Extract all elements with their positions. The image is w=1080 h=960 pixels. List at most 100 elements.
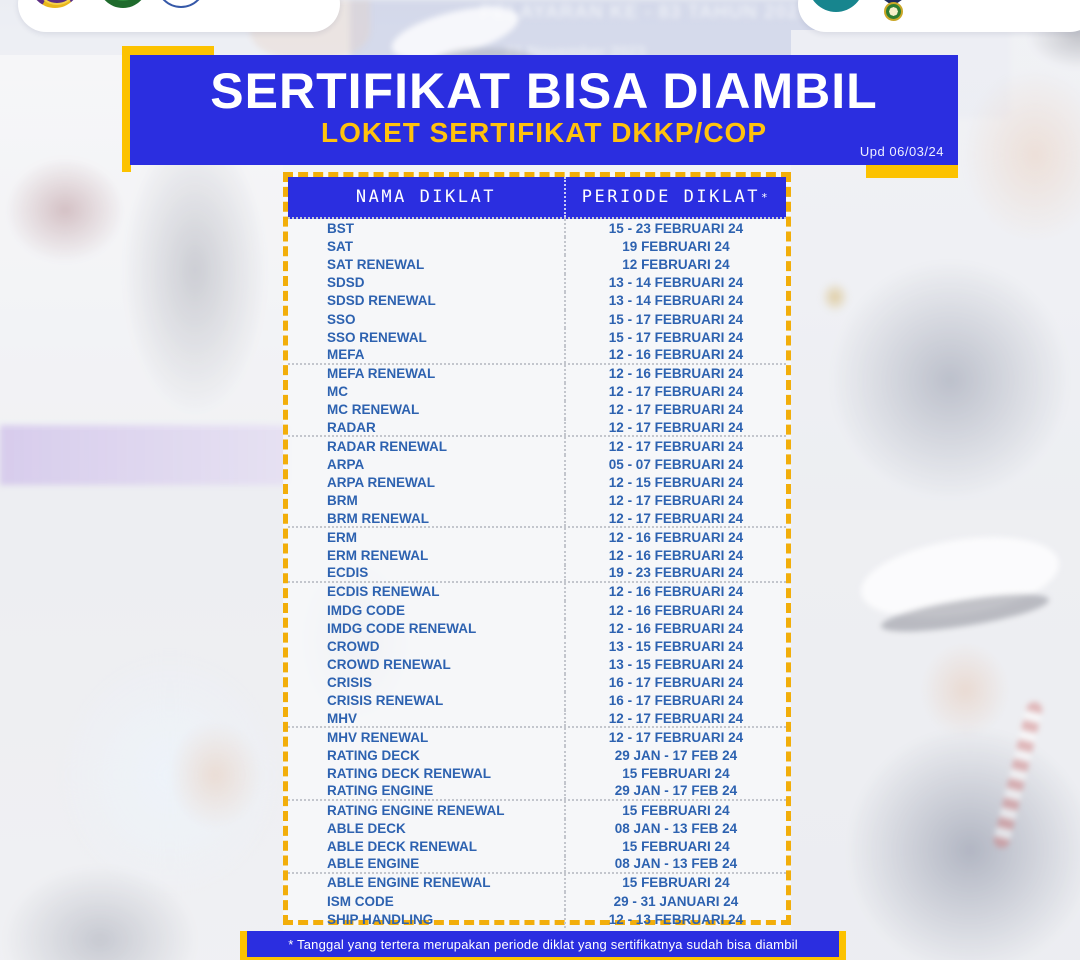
table-row: ARPA 05 - 07 FEBRUARI 24 bbox=[288, 455, 786, 474]
table-row: SDSD 13 - 14 FEBRUARI 24 bbox=[288, 273, 786, 292]
table-row: RATING DECK RENEWAL 15 FEBRUARI 24 bbox=[288, 764, 786, 783]
table-row: CROWD 13 - 15 FEBRUARI 24 bbox=[288, 637, 786, 656]
page-subtitle: LOKET SERTIFIKAT DKKP/COP bbox=[320, 117, 768, 148]
table-row: RADAR RENEWAL 12 - 17 FEBRUARI 24 bbox=[288, 437, 786, 456]
background-photo-right-bottom bbox=[791, 510, 1080, 960]
table-row: RATING DECK 29 JAN - 17 FEB 24 bbox=[288, 746, 786, 765]
diklat-name-cell: SSO bbox=[327, 311, 356, 327]
man-face-shape bbox=[940, 40, 1080, 270]
diklat-name-cell: IMDG CODE bbox=[327, 602, 406, 618]
diklat-name-cell: ERM RENEWAL bbox=[327, 547, 429, 563]
diklat-name-cell: ECDIS RENEWAL bbox=[327, 584, 440, 600]
table-header: NAMA DIKLAT PERIODE DIKLAT * bbox=[288, 177, 786, 219]
table-row: ABLE DECK 08 JAN - 13 FEB 24 bbox=[288, 819, 786, 838]
diklat-period-cell: 12 - 16 FEBRUARI 24 bbox=[563, 582, 786, 601]
table-row: SSO RENEWAL 15 - 17 FEBRUARI 24 bbox=[288, 328, 786, 347]
table-row: IMDG CODE 12 - 16 FEBRUARI 24 bbox=[288, 600, 786, 620]
diklat-name-cell: CROWD bbox=[327, 638, 380, 654]
diklat-period-cell: 29 - 31 JANUARI 24 bbox=[563, 891, 786, 911]
table-row: ECDIS RENEWAL 12 - 16 FEBRUARI 24 bbox=[288, 582, 786, 601]
table-row: ERM RENEWAL 12 - 16 FEBRUARI 24 bbox=[288, 546, 786, 565]
diklat-period-cell: 12 - 17 FEBRUARI 24 bbox=[563, 382, 786, 401]
diklat-period-cell: 19 FEBRUARI 24 bbox=[563, 237, 786, 256]
navy-uniform-shape bbox=[820, 700, 1080, 960]
gold-insignia-shape bbox=[815, 275, 855, 319]
b2g-speed-logo-icon: B2G #SPEED bbox=[808, 0, 864, 12]
diklat-name-cell: IMDG CODE RENEWAL bbox=[327, 620, 477, 636]
diklat-name-cell: CROWD RENEWAL bbox=[327, 657, 451, 673]
column-header-periode-diklat: PERIODE DIKLAT * bbox=[563, 177, 786, 217]
table-row: ARPA RENEWAL 12 - 15 FEBRUARI 24 bbox=[288, 473, 786, 492]
diklat-name-cell: MHV bbox=[327, 710, 357, 726]
diklat-name-cell: RATING ENGINE bbox=[327, 783, 434, 799]
diklat-name-cell: RADAR bbox=[327, 419, 376, 435]
diklat-period-cell: 12 - 16 FEBRUARI 24 bbox=[563, 546, 786, 565]
page-title: SERTIFIKAT BISA DIAMBIL bbox=[210, 63, 878, 119]
diklat-name-cell: SHIP HANDLING bbox=[327, 911, 434, 927]
diklat-period-cell: 13 - 14 FEBRUARI 24 bbox=[563, 273, 786, 292]
table-row: BRM 12 - 17 FEBRUARI 24 bbox=[288, 491, 786, 510]
diklat-period-cell: 15 FEBRUARI 24 bbox=[563, 873, 786, 892]
diklat-period-cell: 12 FEBRUARI 24 bbox=[563, 255, 786, 274]
diklat-period-cell: 16 - 17 FEBRUARI 24 bbox=[563, 691, 786, 711]
table-row: ABLE ENGINE RENEWAL 15 FEBRUARI 24 bbox=[288, 873, 786, 892]
diklat-period-cell: 13 - 15 FEBRUARI 24 bbox=[563, 655, 786, 674]
diklat-period-cell: 15 FEBRUARI 24 bbox=[563, 764, 786, 783]
diklat-name-cell: ECDIS bbox=[327, 565, 369, 581]
table-body: BST 15 - 23 FEBRUARI 24 SAT 19 FEBRUARI … bbox=[288, 219, 786, 929]
title-banner: SERTIFIKAT BISA DIAMBIL LOKET SERTIFIKAT… bbox=[122, 46, 958, 178]
diklat-name-cell: MEFA bbox=[327, 346, 365, 362]
man-face-shape bbox=[905, 625, 1025, 755]
table-row: MHV 12 - 17 FEBRUARI 24 bbox=[288, 710, 786, 729]
cap-brim-shape bbox=[879, 586, 1051, 640]
diklat-name-cell: RATING ENGINE RENEWAL bbox=[327, 802, 505, 818]
table-row: CRISIS RENEWAL 16 - 17 FEBRUARI 24 bbox=[288, 691, 786, 711]
diklat-period-cell: 13 - 15 FEBRUARI 24 bbox=[563, 637, 786, 656]
diklat-period-cell: 12 - 17 FEBRUARI 24 bbox=[563, 419, 786, 436]
woman-face-shape bbox=[150, 700, 280, 850]
bp3ip-gear-logo-icon bbox=[30, 0, 80, 8]
diklat-name-cell: BRM bbox=[327, 493, 358, 509]
table-row: ERM 12 - 16 FEBRUARI 24 bbox=[288, 528, 786, 547]
purple-light-shape bbox=[0, 425, 290, 485]
jakarta-seal-logo-icon bbox=[156, 0, 206, 8]
table-row: CROWD RENEWAL 13 - 15 FEBRUARI 24 bbox=[288, 655, 786, 674]
diklat-period-cell: 19 - 23 FEBRUARI 24 bbox=[563, 564, 786, 581]
diklat-period-cell: 15 - 17 FEBRUARI 24 bbox=[563, 328, 786, 347]
table-row: RATING ENGINE RENEWAL 15 FEBRUARI 24 bbox=[288, 801, 786, 820]
footnote-text: * Tanggal yang tertera merupakan periode… bbox=[247, 931, 839, 957]
diklat-period-cell: 12 - 16 FEBRUARI 24 bbox=[563, 364, 786, 383]
diklat-name-cell: SAT RENEWAL bbox=[327, 256, 425, 272]
diklat-period-cell: 12 - 17 FEBRUARI 24 bbox=[563, 491, 786, 510]
logo-badge-left: Jakarta bbox=[18, 0, 340, 32]
diklat-name-cell: MC RENEWAL bbox=[327, 402, 420, 418]
table-row: ABLE DECK RENEWAL 15 FEBRUARI 24 bbox=[288, 837, 786, 856]
table-row: MC RENEWAL 12 - 17 FEBRUARI 24 bbox=[288, 400, 786, 420]
table-row: SAT 19 FEBRUARI 24 bbox=[288, 237, 786, 256]
diklat-period-cell: 12 - 17 FEBRUARI 24 bbox=[563, 728, 786, 747]
diklat-period-cell: 13 - 14 FEBRUARI 24 bbox=[563, 291, 786, 310]
white-cap-shape bbox=[855, 524, 1065, 631]
table-row: RATING ENGINE 29 JAN - 17 FEB 24 bbox=[288, 782, 786, 801]
diklat-period-cell: 12 - 16 FEBRUARI 24 bbox=[563, 619, 786, 638]
navy-uniform-shape bbox=[800, 230, 1080, 530]
table-row: ECDIS 19 - 23 FEBRUARI 24 bbox=[288, 564, 786, 583]
diklat-period-cell: 12 - 17 FEBRUARI 24 bbox=[563, 710, 786, 727]
mini-seal-logo-icon bbox=[884, 2, 903, 21]
uniform-shape bbox=[0, 840, 230, 960]
diklat-period-cell: 08 JAN - 13 FEB 24 bbox=[563, 855, 786, 872]
logo-badge-right: B2G #SPEED GG BPSDM PERHUBUNGAN bbox=[798, 0, 1080, 32]
diklat-period-cell: 12 - 17 FEBRUARI 24 bbox=[563, 510, 786, 527]
table-row: SAT RENEWAL 12 FEBRUARI 24 bbox=[288, 255, 786, 274]
diklat-name-cell: RATING DECK bbox=[327, 748, 420, 764]
diklat-name-cell: ABLE DECK bbox=[327, 820, 406, 836]
diklat-name-cell: SDSD RENEWAL bbox=[327, 293, 436, 309]
table-row: IMDG CODE RENEWAL 12 - 16 FEBRUARI 24 bbox=[288, 619, 786, 638]
green-wreath-logo-icon bbox=[98, 0, 148, 8]
diklat-name-cell: SAT bbox=[327, 238, 353, 254]
footnote-bar: * Tanggal yang tertera merupakan periode… bbox=[240, 931, 846, 960]
diklat-period-cell: 29 JAN - 17 FEB 24 bbox=[563, 782, 786, 799]
diklat-period-cell: 15 - 17 FEBRUARI 24 bbox=[563, 309, 786, 329]
updated-label: Upd 06/03/24 bbox=[859, 144, 944, 159]
diklat-name-cell: ARPA bbox=[327, 457, 365, 473]
